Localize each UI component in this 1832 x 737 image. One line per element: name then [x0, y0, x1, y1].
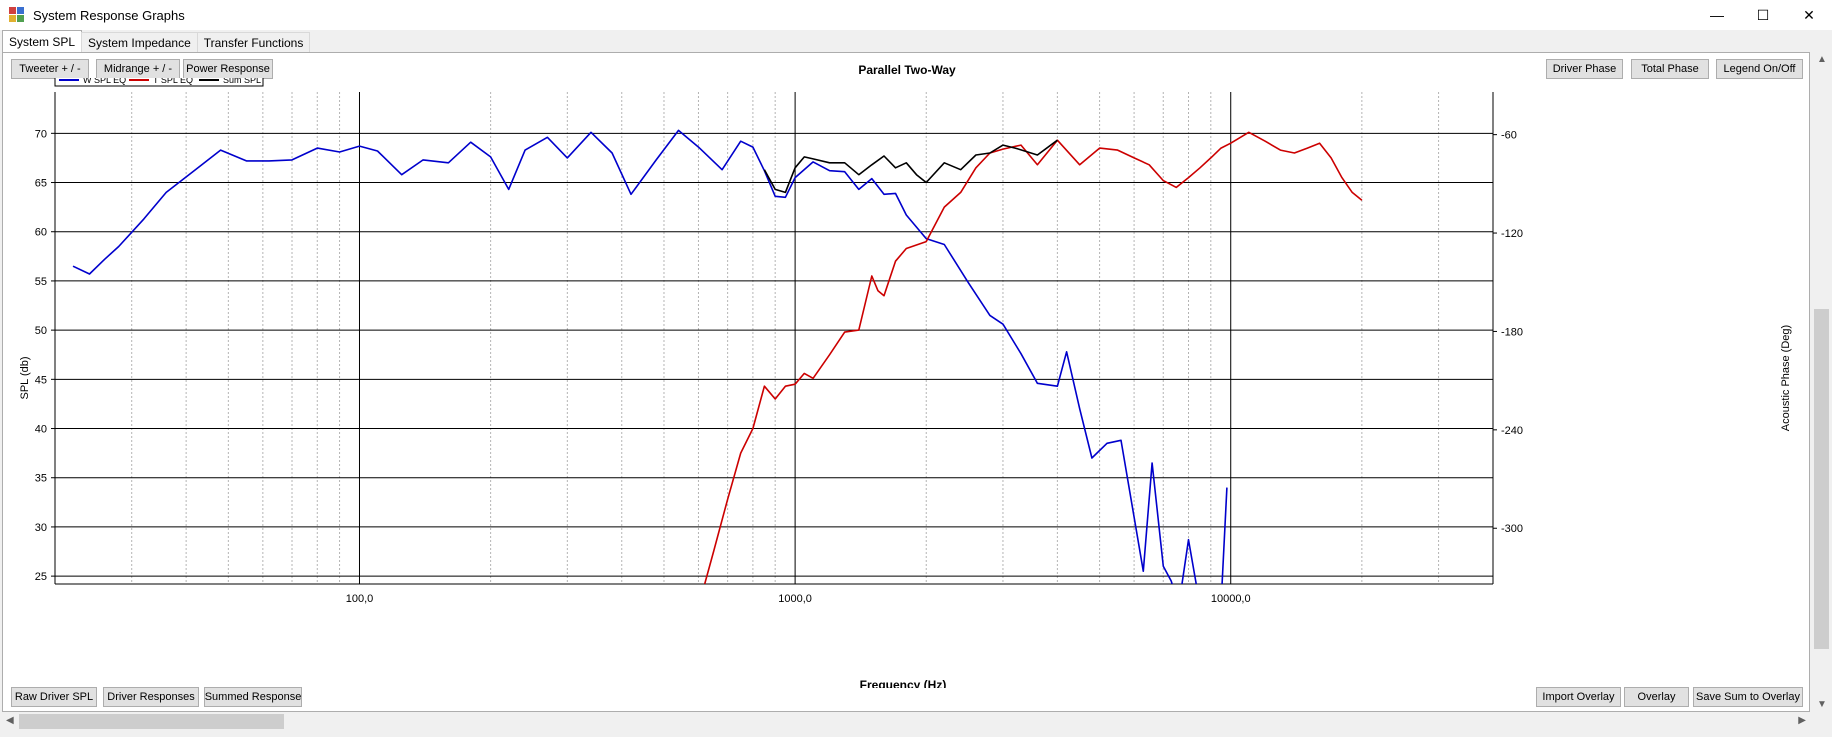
- y-tick-label: 60: [35, 227, 47, 239]
- chart-axes: 100,0 1000,0 10000,0 25 30 35 40 45 50 55 60 65 70 -6…: [35, 92, 1523, 605]
- y2-tick-label: -180: [1501, 326, 1523, 338]
- chart-title: Parallel Two-Way: [858, 63, 956, 77]
- raw-driver-spl-button[interactable]: Raw Driver SPL: [11, 687, 97, 707]
- scroll-right-icon[interactable]: ▶: [1798, 715, 1806, 726]
- midrange-adjust-button[interactable]: Midrange + / -: [96, 59, 180, 79]
- window-controls: — ☐ ✕: [1694, 0, 1832, 30]
- series-line-1: [72, 129, 1228, 584]
- tab-system-impedance[interactable]: System Impedance: [81, 32, 198, 52]
- tab-transfer-functions[interactable]: Transfer Functions: [196, 32, 311, 52]
- y-tick-label: 70: [35, 128, 47, 140]
- y-axis-label: SPL (db): [19, 356, 31, 399]
- scroll-left-icon[interactable]: ◀: [6, 715, 14, 726]
- vertical-scrollbar[interactable]: ▲ ▼: [1813, 52, 1830, 712]
- import-overlay-button[interactable]: Import Overlay: [1536, 687, 1621, 707]
- graph-panel: Tweeter + / - Midrange + / - Power Respo…: [2, 52, 1810, 712]
- y2-tick-label: -300: [1501, 523, 1523, 535]
- title-bar: System Response Graphs — ☐ ✕: [0, 0, 1832, 30]
- save-sum-to-overlay-button[interactable]: Save Sum to Overlay: [1693, 687, 1803, 707]
- tab-strip: System SPL System Impedance Transfer Fun…: [2, 30, 311, 52]
- y2-tick-label: -120: [1501, 228, 1523, 240]
- app-icon: [9, 7, 25, 23]
- horizontal-scroll-thumb[interactable]: [19, 714, 284, 729]
- y2-axis-label: Acoustic Phase (Deg): [1780, 325, 1792, 431]
- scroll-down-icon[interactable]: ▼: [1817, 699, 1827, 710]
- y-tick-label: 50: [35, 325, 47, 337]
- x-tick-label: 1000,0: [778, 593, 812, 605]
- x-tick-label: 100,0: [346, 593, 374, 605]
- minimize-icon[interactable]: —: [1710, 7, 1724, 23]
- x-tick-label: 10000,0: [1211, 593, 1251, 605]
- legend-toggle-button[interactable]: Legend On/Off: [1716, 59, 1803, 79]
- overlay-button[interactable]: Overlay: [1624, 687, 1689, 707]
- x-axis-label: Frequency (Hz): [860, 678, 947, 688]
- legend-label: Sum SPL: [223, 78, 261, 85]
- tweeter-adjust-button[interactable]: Tweeter + / -: [11, 59, 89, 79]
- power-response-button[interactable]: Power Response: [183, 59, 273, 79]
- y2-tick-label: -60: [1501, 130, 1517, 142]
- y-tick-label: 35: [35, 473, 47, 485]
- series-line-2: [703, 131, 1363, 584]
- y-tick-label: 65: [35, 178, 47, 190]
- chart-series: [72, 129, 1363, 584]
- close-icon[interactable]: ✕: [1803, 6, 1815, 23]
- y-tick-label: 45: [35, 374, 47, 386]
- y2-tick-label: -240: [1501, 425, 1523, 437]
- series-line-3: [763, 139, 1058, 194]
- maximize-icon[interactable]: ☐: [1756, 6, 1770, 23]
- horizontal-scrollbar[interactable]: ◀ ▶: [2, 713, 1810, 730]
- y-tick-label: 30: [35, 522, 47, 534]
- legend-label: W SPL EQ: [83, 78, 126, 85]
- summed-response-button[interactable]: Summed Response: [204, 687, 302, 707]
- window-title: System Response Graphs: [33, 7, 185, 23]
- y-tick-label: 25: [35, 571, 47, 583]
- legend-label: T SPL EQ: [153, 78, 193, 85]
- y-tick-label: 55: [35, 276, 47, 288]
- tab-system-spl[interactable]: System SPL: [2, 30, 83, 52]
- vertical-scroll-thumb[interactable]: [1814, 309, 1829, 649]
- spl-chart: 100,0 1000,0 10000,0 25 30 35 40 45 50 55 60 65 70 -6…: [19, 78, 1792, 688]
- driver-responses-button[interactable]: Driver Responses: [103, 687, 199, 707]
- chart-legend: W SPL EQ T SPL EQ Sum SPL: [54, 78, 264, 87]
- chart-grid: [54, 92, 1494, 584]
- legend-box: [54, 78, 264, 87]
- y-tick-label: 40: [35, 424, 47, 436]
- total-phase-button[interactable]: Total Phase: [1631, 59, 1709, 79]
- driver-phase-button[interactable]: Driver Phase: [1546, 59, 1623, 79]
- scroll-up-icon[interactable]: ▲: [1817, 54, 1827, 65]
